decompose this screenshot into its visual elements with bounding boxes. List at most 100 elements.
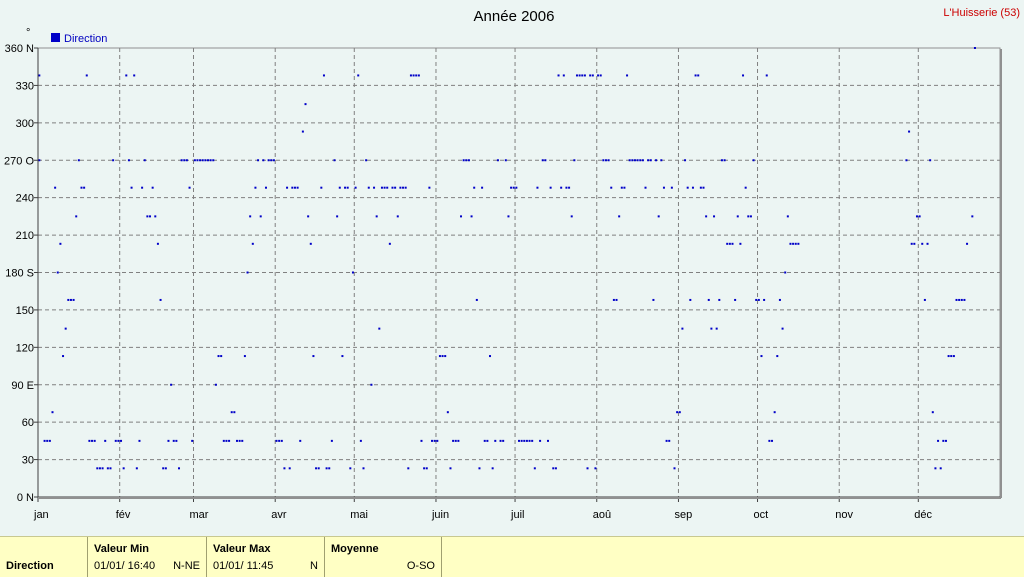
data-point — [291, 186, 294, 189]
data-point — [270, 159, 273, 162]
data-point — [114, 439, 117, 442]
data-point — [193, 159, 196, 162]
footer-max-value: 01/01/ 11:45 — [213, 560, 274, 572]
footer-avg-value: O-SO — [406, 560, 435, 572]
data-point — [438, 355, 441, 358]
data-point — [204, 159, 207, 162]
data-point — [344, 186, 347, 189]
data-point — [747, 215, 750, 218]
footer-avg-cell: Moyenne O-SO — [325, 537, 442, 577]
data-point — [699, 186, 702, 189]
data-point — [963, 298, 966, 301]
data-point — [792, 242, 795, 245]
data-point — [639, 159, 642, 162]
footer-max-dir: N — [310, 560, 318, 572]
data-point — [386, 186, 389, 189]
data-point — [243, 355, 246, 358]
data-point — [127, 159, 130, 162]
data-point — [684, 159, 687, 162]
data-point — [201, 159, 204, 162]
data-point — [765, 74, 768, 77]
data-point — [191, 439, 194, 442]
data-points — [38, 47, 976, 470]
data-point — [575, 74, 578, 77]
data-point — [499, 439, 502, 442]
data-point — [544, 159, 547, 162]
data-point — [159, 298, 162, 301]
data-point — [433, 439, 436, 442]
data-point — [789, 242, 792, 245]
data-point — [702, 186, 705, 189]
data-point — [296, 186, 299, 189]
data-point — [710, 327, 713, 330]
data-point — [317, 467, 320, 470]
x-tick-label: juil — [510, 509, 524, 521]
data-point — [241, 439, 244, 442]
data-point — [647, 159, 650, 162]
data-point — [768, 439, 771, 442]
data-point — [264, 186, 267, 189]
data-point — [523, 439, 526, 442]
data-point — [272, 159, 275, 162]
grid-lines — [38, 48, 1000, 497]
data-point — [98, 467, 101, 470]
data-point — [43, 439, 46, 442]
data-point — [120, 439, 123, 442]
data-point — [375, 215, 378, 218]
data-point — [971, 215, 974, 218]
data-point — [349, 467, 352, 470]
data-point — [175, 439, 178, 442]
data-point — [399, 186, 402, 189]
data-point — [715, 327, 718, 330]
data-point — [947, 355, 950, 358]
data-point — [246, 271, 249, 274]
data-point — [462, 159, 465, 162]
data-point — [731, 242, 734, 245]
data-point — [185, 159, 188, 162]
data-point — [931, 411, 934, 414]
stats-footer: Direction Valeur Min 01/01/ 16:40 N-NE Va… — [0, 536, 1024, 577]
data-point — [394, 186, 397, 189]
data-point — [402, 186, 405, 189]
data-point — [351, 271, 354, 274]
footer-min-dir: N-NE — [173, 560, 200, 572]
data-point — [228, 439, 231, 442]
data-point — [141, 186, 144, 189]
data-point — [72, 298, 75, 301]
x-tick-label: mai — [350, 509, 368, 521]
data-point — [304, 103, 307, 106]
data-point — [170, 383, 173, 386]
data-point — [412, 74, 415, 77]
data-point — [626, 74, 629, 77]
data-point — [130, 186, 133, 189]
data-point — [275, 439, 278, 442]
x-tick-label: aoû — [593, 509, 611, 521]
data-point — [322, 74, 325, 77]
data-point — [167, 439, 170, 442]
data-point — [955, 298, 958, 301]
footer-min-value: 01/01/ 16:40 — [94, 560, 156, 572]
data-point — [594, 467, 597, 470]
data-point — [668, 439, 671, 442]
data-point — [726, 242, 729, 245]
data-point — [910, 242, 913, 245]
data-point — [689, 298, 692, 301]
data-point — [328, 467, 331, 470]
data-point — [64, 327, 67, 330]
data-point — [718, 298, 721, 301]
data-point — [409, 74, 412, 77]
data-point — [781, 327, 784, 330]
data-point — [644, 186, 647, 189]
data-point — [570, 215, 573, 218]
data-point — [742, 74, 745, 77]
data-point — [560, 186, 563, 189]
data-point — [117, 439, 120, 442]
data-point — [565, 186, 568, 189]
data-point — [425, 467, 428, 470]
data-point — [533, 467, 536, 470]
data-point — [778, 298, 781, 301]
legend-swatch — [51, 33, 60, 42]
data-point — [77, 159, 80, 162]
data-point — [966, 242, 969, 245]
data-point — [636, 159, 639, 162]
